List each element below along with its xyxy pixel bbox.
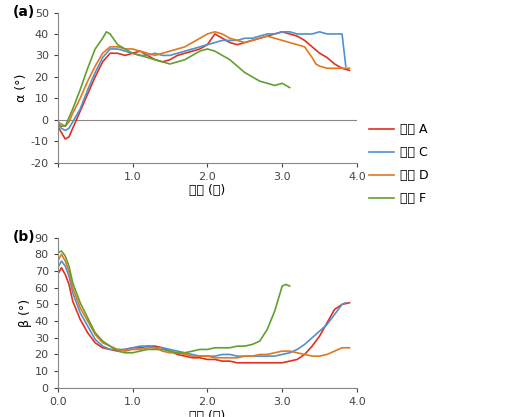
Legend: 선수 A, 선수 C, 선수 D, 선수 F: 선수 A, 선수 C, 선수 D, 선수 F bbox=[369, 123, 428, 205]
Text: (a): (a) bbox=[13, 5, 35, 19]
Text: (b): (b) bbox=[13, 230, 36, 244]
X-axis label: 시간 (초): 시간 (초) bbox=[189, 409, 226, 417]
X-axis label: 시간 (초): 시간 (초) bbox=[189, 184, 226, 197]
Y-axis label: β (°): β (°) bbox=[19, 299, 32, 327]
Y-axis label: α (°): α (°) bbox=[15, 73, 28, 102]
